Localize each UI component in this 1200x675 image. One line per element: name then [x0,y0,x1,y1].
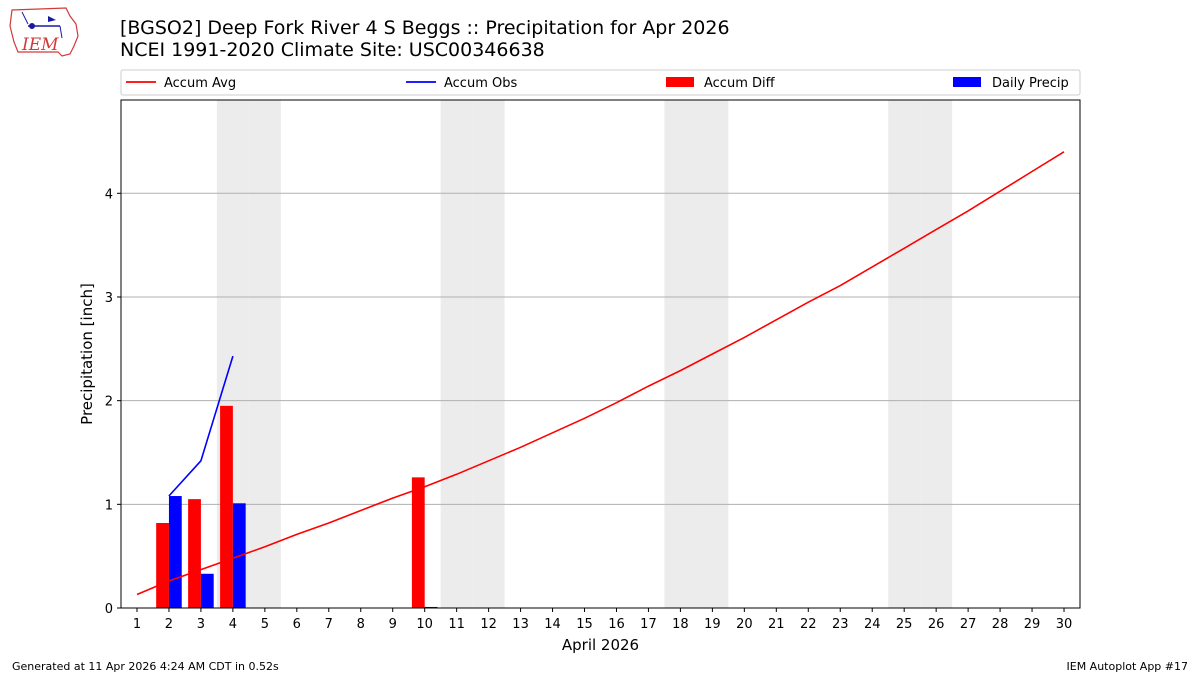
lines [136,151,1065,596]
y-tick-label: 0 [105,602,113,617]
accum-diff-bar [188,499,201,608]
iem-logo: IEM [8,6,80,58]
y-tick-label: 2 [105,395,113,410]
x-tick-label: 14 [544,617,561,632]
y-tick-label: 1 [105,498,113,513]
x-tick-label: 16 [608,617,625,632]
daily-precip-bar [424,606,438,608]
weekend-shading [216,100,953,608]
x-tick-label: 24 [864,617,881,632]
x-tick-label: 12 [480,617,497,632]
x-tick-label: 21 [768,617,785,632]
x-tick-label: 27 [960,617,977,632]
x-tick-label: 4 [229,617,237,632]
legend: Accum Avg Accum Obs Accum Diff Daily Precip [120,69,1081,96]
chart-title-line1: [BGSO2] Deep Fork River 4 S Beggs :: Pre… [120,17,730,39]
axes: 1 2 3 4 5 6 7 8 9 10 11 12 13 14 15 16 17 18 19 20 21 22 23 24 2… [78,187,1072,654]
bars [156,405,438,608]
legend-label: Accum Avg [164,76,236,91]
x-tick-label: 30 [1056,617,1073,632]
x-tick-label: 20 [736,617,753,632]
weekend-band [472,100,505,608]
x-tick-label: 2 [165,617,173,632]
y-axis-label: Precipitation [inch] [78,283,96,425]
weekend-band [888,100,921,608]
y-tick-label: 4 [105,187,113,202]
x-tick-label: 25 [896,617,913,632]
legend-label: Accum Diff [704,76,776,91]
accum-diff-bar [220,405,233,608]
x-tick-label: 23 [832,617,849,632]
x-axis-label: April 2026 [562,636,639,654]
x-tick-label: 9 [389,617,397,632]
x-tick-label: 5 [261,617,269,632]
accum-obs-line [168,355,234,497]
weekend-band [248,100,281,608]
x-tick-label: 3 [197,617,205,632]
chart-title-line2: NCEI 1991-2020 Climate Site: USC00346638 [120,39,545,61]
x-tick-label: 11 [448,617,465,632]
legend-box [120,69,1081,96]
legend-label: Daily Precip [992,76,1069,91]
x-tick-label: 7 [325,617,333,632]
x-tick-label: 29 [1024,617,1041,632]
x-tick-label: 17 [640,617,657,632]
accum-avg-line [136,151,1065,596]
daily-precip-bar [168,496,182,608]
weekend-band [920,100,953,608]
x-tick-label: 26 [928,617,945,632]
accum-diff-bar [156,522,169,608]
x-tick-label: 22 [800,617,817,632]
x-tick-label: 6 [293,617,301,632]
x-tick-label: 15 [576,617,593,632]
legend-bar-swatch [953,77,981,87]
plot-frame [120,99,1081,609]
logo-text: IEM [21,35,59,55]
x-tick-label: 1 [133,617,141,632]
x-tick-label: 19 [704,617,721,632]
x-tick-label: 28 [992,617,1009,632]
legend-bar-swatch [666,77,694,87]
y-gridlines [121,192,1080,505]
accum-diff-bar [411,477,425,608]
footer-app: IEM Autoplot App #17 [1066,660,1189,673]
weekend-band [440,100,473,608]
weekend-band [664,100,697,608]
legend-label: Accum Obs [444,76,517,91]
x-tick-label: 8 [357,617,365,632]
x-tick-label: 18 [672,617,689,632]
y-tick-label: 3 [105,291,113,306]
daily-precip-bar [200,573,214,608]
footer-generated: Generated at 11 Apr 2026 4:24 AM CDT in … [12,660,279,673]
x-tick-label: 10 [416,617,433,632]
x-tick-label: 13 [512,617,529,632]
